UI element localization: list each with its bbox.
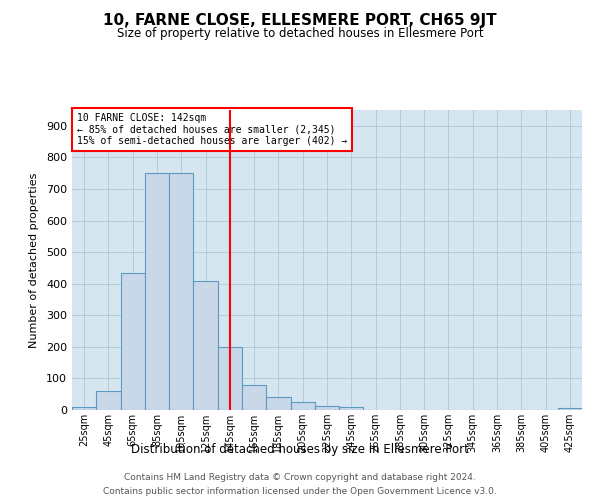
Bar (242, 384, 266, 410)
Bar (290, 402, 315, 410)
Bar (72, 407, 96, 410)
Bar (339, 407, 364, 410)
Text: Distribution of detached houses by size in Ellesmere Port: Distribution of detached houses by size … (131, 442, 469, 456)
Text: Size of property relative to detached houses in Ellesmere Port: Size of property relative to detached ho… (116, 28, 484, 40)
Bar (193, 280, 218, 410)
Bar (169, 173, 193, 410)
Bar (315, 406, 339, 410)
Text: Contains HM Land Registry data © Crown copyright and database right 2024.: Contains HM Land Registry data © Crown c… (124, 472, 476, 482)
Text: 10 FARNE CLOSE: 142sqm
← 85% of detached houses are smaller (2,345)
15% of semi-: 10 FARNE CLOSE: 142sqm ← 85% of detached… (77, 113, 347, 146)
Bar (218, 347, 242, 410)
Bar (266, 398, 290, 410)
Bar (96, 391, 121, 410)
Text: 10, FARNE CLOSE, ELLESMERE PORT, CH65 9JT: 10, FARNE CLOSE, ELLESMERE PORT, CH65 9J… (103, 12, 497, 28)
Text: Contains public sector information licensed under the Open Government Licence v3: Contains public sector information licen… (103, 488, 497, 496)
Bar (121, 272, 145, 410)
Bar (145, 173, 169, 410)
Y-axis label: Number of detached properties: Number of detached properties (29, 172, 39, 348)
Bar (558, 408, 582, 410)
